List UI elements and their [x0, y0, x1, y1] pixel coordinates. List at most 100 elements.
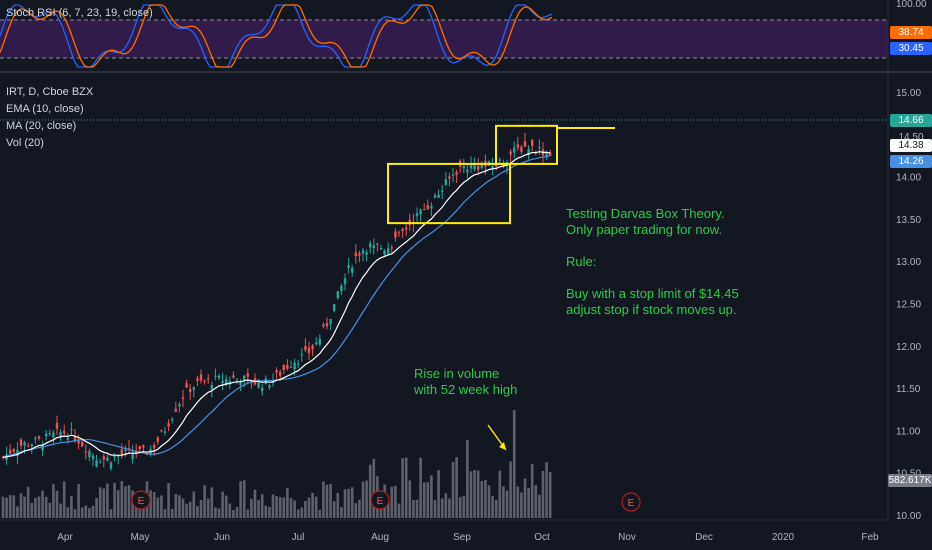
volume-bar — [505, 490, 509, 518]
time-tick-label: Jun — [214, 532, 230, 543]
candle-body — [232, 375, 235, 378]
volume-bar — [401, 458, 404, 518]
candle-body — [372, 245, 375, 249]
volume-bar — [343, 489, 347, 518]
candle-body — [304, 346, 307, 351]
candle-body — [347, 265, 350, 268]
volume-bar — [545, 462, 548, 518]
candle-body — [379, 248, 383, 250]
candle-body — [235, 378, 239, 380]
stoch-rsi-label[interactable]: Stoch RSI (6, 7, 23, 19, close) — [6, 7, 153, 19]
candle-body — [390, 247, 393, 249]
volume-bar — [228, 503, 232, 518]
volume-bar — [19, 493, 23, 518]
candle-body — [127, 448, 131, 450]
price-candles — [1, 133, 552, 472]
candle-body — [545, 152, 548, 157]
candle-body — [167, 423, 170, 427]
candle-body — [243, 375, 246, 380]
ma-badge: 14.26 — [890, 155, 932, 168]
volume-bar — [437, 470, 440, 518]
darvas-boxes[interactable] — [387, 124, 558, 225]
candle-body — [318, 338, 321, 345]
ema-line — [2, 151, 551, 458]
volume-bar — [268, 506, 271, 518]
volume-bar — [300, 507, 304, 518]
candle-body — [462, 166, 465, 169]
volume-bar — [127, 485, 131, 518]
volume-bar — [487, 485, 491, 518]
earnings-marker-label: E — [628, 498, 635, 509]
volume-bar — [286, 488, 289, 518]
candle-body — [9, 449, 12, 454]
volume-bar — [142, 504, 145, 518]
candle-body — [185, 383, 188, 388]
volume-bar — [520, 492, 523, 518]
candle-body — [477, 166, 480, 170]
candle-body — [509, 151, 512, 155]
volume-bar — [307, 497, 311, 518]
volume-bar — [257, 500, 260, 518]
candle-body — [217, 375, 221, 378]
volume-bar — [451, 461, 455, 518]
volume-bar — [77, 483, 80, 518]
volume-bar — [404, 457, 408, 518]
earnings-marker-may[interactable]: E — [131, 490, 151, 510]
price-tick-label: 15.00 — [896, 88, 921, 99]
volume-bar — [242, 480, 246, 518]
ema-badge: 14.38 — [890, 139, 932, 152]
volume-bar — [80, 507, 84, 518]
symbol-label[interactable]: IRT, D, Cboe BZX — [6, 86, 94, 98]
volume-bar — [188, 501, 192, 518]
earnings-marker-nov[interactable]: E — [621, 492, 641, 512]
volume-bar — [484, 479, 487, 518]
time-tick-label: 2020 — [772, 532, 795, 543]
candle-body — [199, 374, 203, 381]
volume-bar — [502, 486, 505, 518]
volume-bar — [455, 457, 458, 518]
volume-bar — [509, 461, 512, 518]
volume-label[interactable]: Vol (20) — [6, 137, 44, 149]
price-tick-label: 12.50 — [896, 300, 921, 311]
volume-bar — [322, 481, 325, 518]
candle-body — [81, 441, 84, 447]
volume-bar — [426, 482, 430, 518]
volume-bar — [66, 507, 70, 518]
volume-bar — [430, 475, 433, 518]
candle-body — [145, 454, 149, 456]
candle-body — [516, 144, 519, 148]
volume-bar — [95, 497, 98, 518]
volume-bar — [1, 496, 5, 518]
volume-bar — [41, 490, 44, 518]
volume-bar — [419, 457, 422, 518]
candle-body — [448, 176, 451, 179]
candle-body — [55, 422, 59, 429]
candle-body — [498, 159, 501, 161]
candle-body — [451, 174, 455, 176]
volume-line-1: Rise in volume — [414, 366, 500, 381]
volume-bar — [498, 470, 502, 518]
candle-body — [520, 146, 523, 152]
candle-body — [221, 381, 224, 384]
candle-body — [336, 291, 339, 298]
volume-bar — [293, 500, 296, 518]
darvas-box[interactable] — [387, 162, 511, 225]
candle-body — [397, 232, 401, 234]
darvas-box[interactable] — [495, 124, 558, 165]
candle-body — [196, 378, 199, 382]
candle-body — [343, 278, 347, 285]
ema-label[interactable]: EMA (10, close) — [6, 103, 84, 115]
candle-body — [95, 460, 98, 467]
candle-body — [52, 432, 55, 438]
earnings-marker-aug[interactable]: E — [370, 490, 390, 510]
candle-body — [228, 380, 231, 385]
candle-body — [117, 455, 120, 457]
volume-bar — [469, 471, 473, 518]
ma-label[interactable]: MA (20, close) — [6, 120, 77, 132]
darvas-line-4: Rule: — [566, 254, 597, 269]
volume-bar — [332, 501, 336, 518]
volume-annotation: Rise in volume with 52 week high — [414, 366, 517, 398]
volume-bar — [516, 486, 520, 518]
volume-bar — [224, 495, 228, 518]
